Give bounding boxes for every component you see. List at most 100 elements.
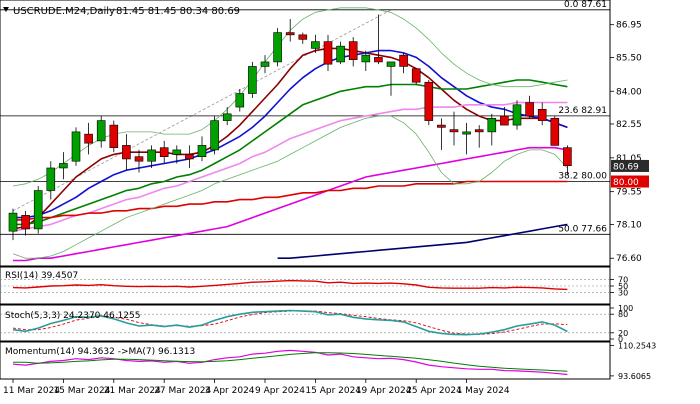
candle-body bbox=[563, 147, 572, 167]
candle bbox=[134, 149, 144, 173]
moving-average-line bbox=[12, 101, 568, 232]
candle-body bbox=[525, 102, 534, 117]
candle-body bbox=[33, 190, 43, 230]
candle bbox=[500, 107, 509, 126]
candle-body bbox=[348, 41, 358, 60]
candle-body bbox=[411, 68, 421, 83]
fib-level-label: 50.0 77.66 bbox=[558, 224, 607, 234]
moving-average-line bbox=[277, 223, 568, 259]
candle-body bbox=[537, 109, 547, 121]
moving-average-line bbox=[13, 180, 568, 221]
price-tick-label: 78.10 bbox=[616, 220, 642, 230]
moving-average-line bbox=[13, 49, 568, 219]
candle bbox=[399, 52, 408, 74]
candle bbox=[550, 116, 560, 146]
candle-body bbox=[361, 54, 371, 63]
candle bbox=[336, 41, 345, 65]
candle-body bbox=[449, 129, 459, 133]
candle bbox=[361, 50, 371, 71]
candle bbox=[159, 140, 169, 164]
candle-body bbox=[71, 131, 81, 162]
candle-body bbox=[109, 124, 119, 148]
candle bbox=[235, 89, 245, 112]
ohlc-label: 81.45 81.45 80.34 80.69 bbox=[116, 6, 240, 17]
fib-level-label: 38.2 80.00 bbox=[558, 172, 607, 182]
time-tick-label: 9 Apr 2024 bbox=[255, 386, 305, 396]
candle-body bbox=[550, 118, 560, 146]
moving-average-line bbox=[13, 146, 568, 262]
rsi-tick-label: 50 bbox=[618, 282, 628, 291]
momentum-tick-label: 93.6065 bbox=[618, 372, 651, 381]
momentum-line bbox=[12, 349, 568, 376]
candle bbox=[386, 61, 396, 96]
fib-level-label: 0.0 87.61 bbox=[564, 0, 607, 10]
candle bbox=[424, 79, 434, 126]
candle-body bbox=[285, 32, 295, 36]
price-tag-box bbox=[611, 159, 649, 172]
candle-body bbox=[172, 149, 182, 155]
momentum-pane: 110.2543 93.6065 Momentum(14) 94.3632 ->M… bbox=[0, 341, 656, 381]
symbol-label: USCRUDE.M24,Daily bbox=[13, 6, 115, 17]
price-tick-label: 84.00 bbox=[616, 87, 642, 97]
time-tick-label: 21 Mar 2024 bbox=[104, 386, 161, 396]
candle-body bbox=[298, 34, 308, 40]
candle-body bbox=[59, 163, 68, 169]
price-tag-label: 80.69 bbox=[613, 162, 639, 172]
candle-body bbox=[210, 120, 219, 151]
price-axis: 86.95 85.50 84.00 82.55 81.05 79.55 78.10 76.60… bbox=[610, 21, 649, 264]
candle bbox=[411, 68, 421, 85]
candle-body bbox=[260, 61, 270, 67]
candle bbox=[537, 102, 547, 126]
candle bbox=[474, 125, 484, 148]
time-tick-label: 19 Apr 2024 bbox=[356, 386, 412, 396]
price-tick-label: 79.55 bbox=[616, 188, 642, 198]
candle bbox=[109, 120, 119, 153]
momentum-tick-label: 110.2543 bbox=[618, 341, 656, 350]
candle-body bbox=[122, 145, 131, 160]
stoch-tick-label: 20 bbox=[618, 329, 628, 338]
candle-body bbox=[222, 113, 232, 121]
momentum-label: Momentum(14) 94.3632 ->MA(7) 96.1313 bbox=[5, 347, 195, 357]
candle bbox=[273, 28, 282, 67]
candle bbox=[21, 210, 30, 236]
candle bbox=[563, 145, 572, 175]
candle bbox=[512, 100, 522, 130]
price-tick-label: 85.50 bbox=[616, 53, 642, 63]
candle-body bbox=[437, 124, 446, 128]
candle-body bbox=[159, 147, 169, 157]
candle bbox=[33, 186, 43, 234]
rsi-tick-label: 70 bbox=[618, 276, 628, 285]
candle bbox=[96, 116, 106, 148]
candle bbox=[437, 118, 446, 150]
fib-level-label: 23.6 82.91 bbox=[558, 106, 607, 116]
candle bbox=[248, 61, 257, 99]
time-tick-label: 3 Apr 2024 bbox=[205, 386, 255, 396]
candle-body bbox=[512, 104, 522, 126]
stoch-tick-label: 0 bbox=[618, 335, 623, 344]
candle-body bbox=[487, 118, 497, 133]
candle bbox=[71, 127, 81, 166]
time-tick-label: 27 Mar 2024 bbox=[154, 386, 211, 396]
candle bbox=[487, 113, 497, 146]
candle-body bbox=[399, 54, 408, 67]
collapse-triangle-icon[interactable] bbox=[3, 7, 9, 12]
rsi-label: RSI(14) 39.4507 bbox=[5, 271, 78, 281]
candle bbox=[59, 152, 68, 180]
candle-body bbox=[374, 57, 383, 63]
time-tick-label: 15 Mar 2024 bbox=[53, 386, 110, 396]
stoch-label: Stoch(5,3,3) 24.2370 46.1255 bbox=[5, 311, 140, 321]
candle-body bbox=[46, 167, 56, 191]
candle bbox=[197, 136, 207, 162]
candle bbox=[172, 145, 182, 164]
candle-body bbox=[500, 115, 509, 126]
stoch-line bbox=[12, 309, 568, 336]
candle-body bbox=[474, 129, 484, 133]
candle-body bbox=[185, 154, 194, 160]
candle-body bbox=[273, 32, 282, 63]
time-tick-label: 15 Apr 2024 bbox=[305, 386, 361, 396]
candle bbox=[348, 37, 358, 67]
candle bbox=[285, 19, 295, 42]
price-tick-label: 82.55 bbox=[616, 120, 642, 130]
